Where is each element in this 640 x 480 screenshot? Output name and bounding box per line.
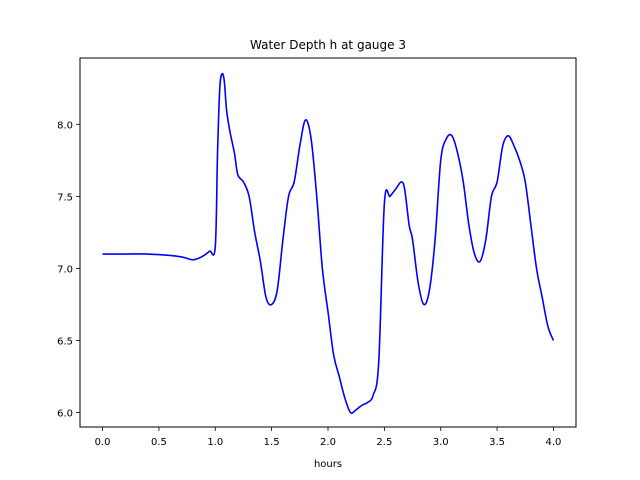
x-tick-label: 1.5 [264,437,280,448]
x-tick-label: 1.0 [207,437,223,448]
x-tick-label: 4.0 [546,437,562,448]
y-tick-label: 6.5 [57,337,73,348]
x-tick-label: 0.5 [151,437,167,448]
x-tick-label: 0.0 [95,437,111,448]
x-axis-label: hours [314,459,342,470]
y-tick-label: 7.5 [57,192,73,203]
x-tick-label: 3.5 [489,437,505,448]
y-tick-label: 7.0 [57,264,73,275]
chart-title: Water Depth h at gauge 3 [250,38,406,52]
x-axis-ticks: 0.0 0.5 1.0 1.5 2.0 2.5 3.0 3.5 4.0 [95,427,562,448]
y-tick-label: 8.0 [57,120,73,131]
x-tick-label: 2.5 [376,437,392,448]
series-line-0 [102,72,555,414]
plot-area [102,72,555,414]
x-tick-label: 3.0 [433,437,449,448]
y-axis-ticks: 6.0 6.5 7.0 7.5 8.0 [57,120,80,420]
y-tick-label: 6.0 [57,409,73,420]
x-tick-label: 2.0 [320,437,336,448]
